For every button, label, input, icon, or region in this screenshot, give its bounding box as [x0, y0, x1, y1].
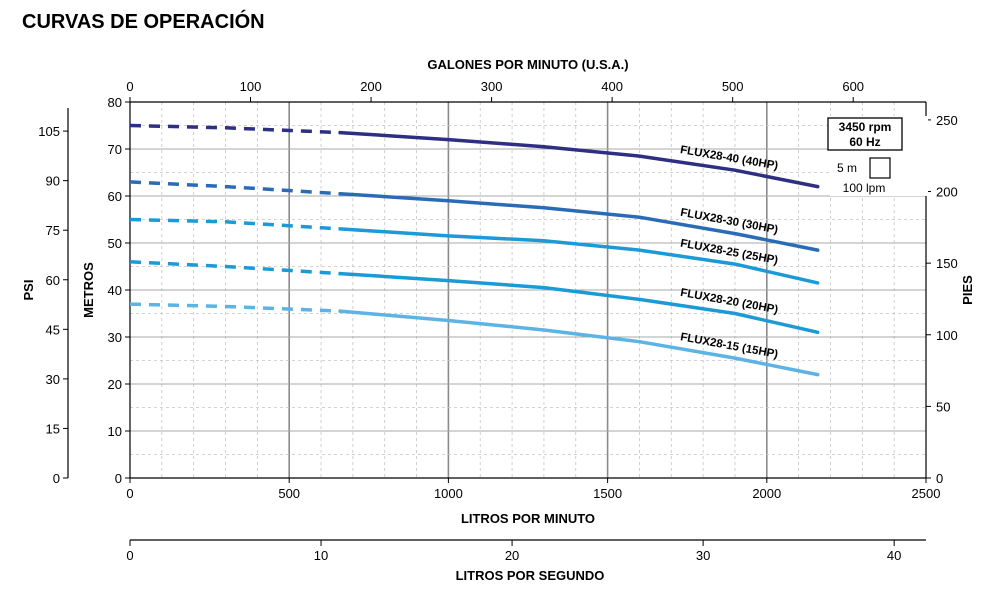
x-tick-label: 2000 [752, 486, 781, 501]
series-line-dashed [129, 180, 341, 196]
y-tick-label: 40 [108, 283, 122, 298]
bottom-tick-label: 30 [696, 548, 710, 563]
series-2: FLUX28-30 (30HP) [129, 180, 820, 252]
page-title: CURVAS DE OPERACIÓN [22, 9, 265, 33]
top-tick-label: 400 [601, 79, 623, 94]
feet-tick-label: 0 [936, 471, 943, 486]
top-tick-label: 500 [722, 79, 744, 94]
feet-tick-label: 50 [936, 399, 950, 414]
y-tick-label: 0 [115, 471, 122, 486]
x-tick-label: 2500 [912, 486, 941, 501]
x-tick-label: 500 [278, 486, 300, 501]
series-line [338, 227, 820, 285]
y-tick-label: 30 [108, 330, 122, 345]
feet-tick-label: 150 [936, 256, 958, 271]
y-tick-label: 80 [108, 95, 122, 110]
bottom-tick-label: 40 [887, 548, 901, 563]
feet-axis-title: PIES [960, 275, 975, 305]
feet-tick-label: 200 [936, 185, 958, 200]
psi-tick-label: 30 [46, 372, 60, 387]
psi-tick-label: 105 [38, 124, 60, 139]
y-tick-label: 10 [108, 424, 122, 439]
top-axis-title: GALONES POR MINUTO (U.S.A.) [427, 57, 628, 72]
bottom-axis-title: LITROS POR SEGUNDO [456, 568, 605, 583]
series-line-dashed [129, 217, 341, 231]
top-tick-label: 100 [240, 79, 262, 94]
x-tick-label: 0 [126, 486, 133, 501]
series-line-dashed [129, 302, 341, 313]
series-line [338, 191, 820, 252]
feet-tick-label: 100 [936, 328, 958, 343]
legend-scale-vertical: 5 m [837, 161, 857, 175]
y-axis-title: METROS [81, 262, 96, 318]
top-tick-label: 0 [126, 79, 133, 94]
psi-tick-label: 75 [46, 223, 60, 238]
y-tick-label: 50 [108, 236, 122, 251]
psi-tick-label: 45 [46, 322, 60, 337]
y-tick-label: 60 [108, 189, 122, 204]
series-1: FLUX28-40 (40HP) [129, 123, 820, 189]
bottom-tick-label: 20 [505, 548, 519, 563]
series-line [338, 130, 820, 189]
y-tick-label: 20 [108, 377, 122, 392]
legend-scale-horizontal: 100 lpm [843, 181, 886, 195]
legend-frequency: 60 Hz [849, 135, 880, 149]
psi-tick-label: 60 [46, 273, 60, 288]
bottom-tick-label: 10 [314, 548, 328, 563]
top-tick-label: 200 [360, 79, 382, 94]
psi-tick-label: 0 [53, 471, 60, 486]
legend-scale-square [869, 157, 891, 179]
psi-tick-label: 90 [46, 174, 60, 189]
top-tick-label: 600 [842, 79, 864, 94]
legend-speed: 3450 rpm [839, 120, 892, 134]
top-tick-label: 300 [481, 79, 503, 94]
legend-box: 3450 rpm 60 Hz 5 m 100 lpm [827, 116, 928, 196]
psi-axis-title: PSI [21, 280, 36, 301]
psi-tick-label: 15 [46, 421, 60, 436]
grid [130, 102, 926, 478]
bottom-tick-label: 0 [126, 548, 133, 563]
x-tick-label: 1500 [593, 486, 622, 501]
series-line-dashed [129, 260, 341, 276]
feet-tick-label: 250 [936, 113, 958, 128]
y-tick-label: 70 [108, 142, 122, 157]
series-line-dashed [129, 123, 341, 135]
series-line [338, 271, 820, 335]
x-axis-title: LITROS POR MINUTO [461, 511, 595, 526]
series: FLUX28-40 (40HP)FLUX28-30 (30HP)FLUX28-2… [129, 123, 820, 377]
legend-speed-box [827, 117, 903, 151]
x-tick-label: 1000 [434, 486, 463, 501]
series-5: FLUX28-15 (15HP) [129, 302, 820, 377]
series-line [338, 309, 820, 377]
